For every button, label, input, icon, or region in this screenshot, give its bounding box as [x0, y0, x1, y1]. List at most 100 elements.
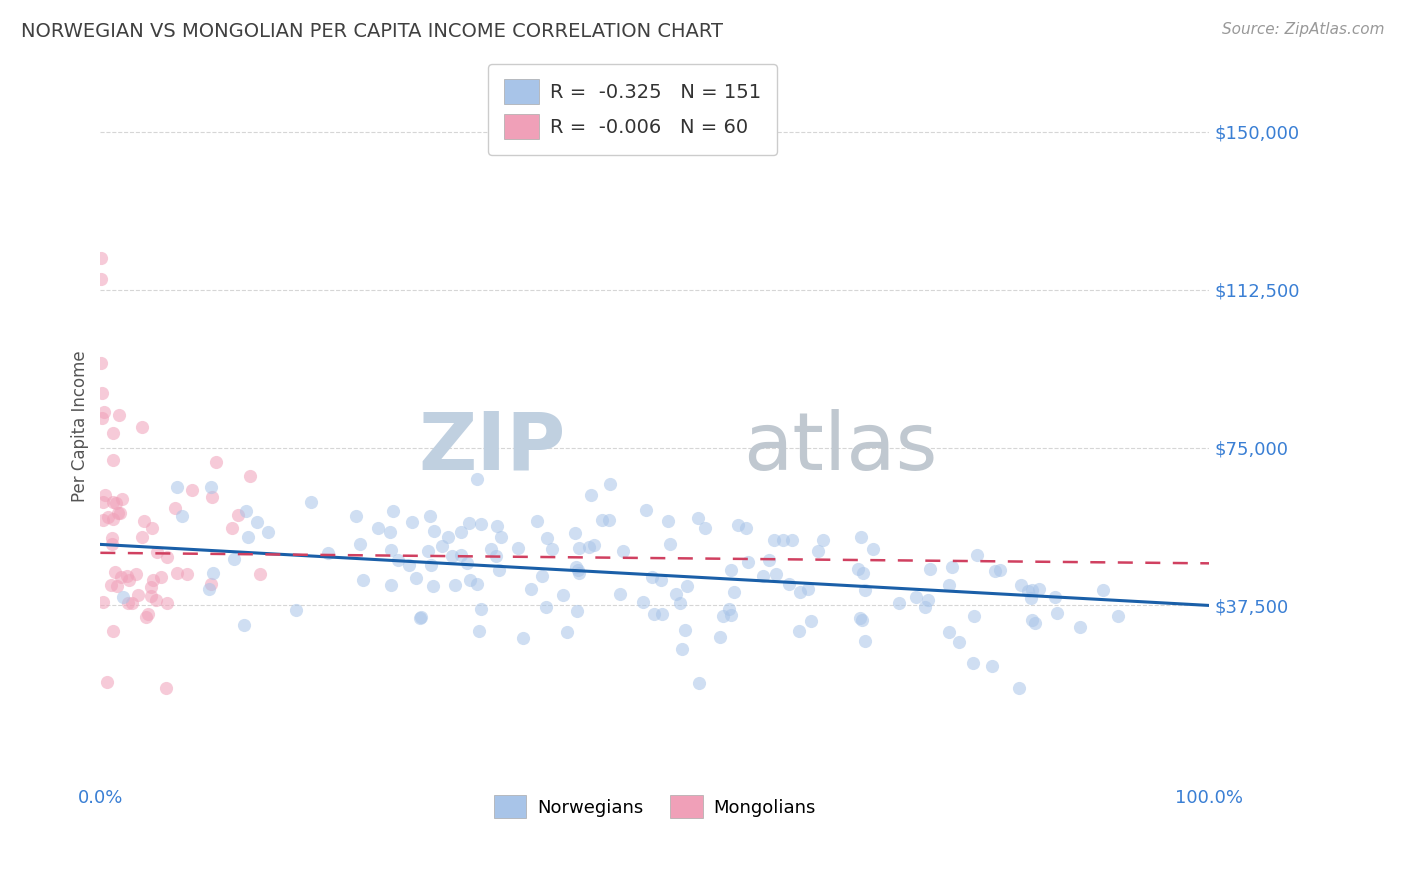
Point [344, 508, 367, 523]
Point [139, 589, 162, 603]
Point [966, 548, 988, 562]
Point [1021, 582, 1043, 597]
Point [93, 495, 115, 509]
Point [591, 512, 613, 526]
Point [598, 512, 620, 526]
Point [984, 565, 1007, 579]
Point [430, 539, 453, 553]
Point [797, 582, 820, 596]
Point [488, 563, 510, 577]
Point [470, 516, 492, 531]
Point [131, 419, 153, 434]
Point [737, 555, 759, 569]
Point [146, 544, 169, 558]
Point [659, 537, 682, 551]
Point [121, 596, 143, 610]
Point [564, 526, 586, 541]
Point [735, 521, 758, 535]
Point [205, 455, 228, 469]
Point [97, 510, 120, 524]
Point [489, 530, 512, 544]
Point [765, 567, 787, 582]
Point [887, 596, 910, 610]
Point [800, 614, 823, 628]
Point [709, 630, 731, 644]
Point [299, 495, 322, 509]
Point [751, 568, 773, 582]
Point [145, 593, 167, 607]
Point [200, 480, 222, 494]
Point [688, 675, 710, 690]
Point [506, 541, 529, 555]
Point [101, 537, 124, 551]
Point [172, 508, 194, 523]
Point [665, 587, 688, 601]
Point [450, 525, 472, 540]
Point [1043, 591, 1066, 605]
Point [90, 411, 112, 425]
Point [420, 558, 443, 573]
Point [853, 633, 876, 648]
Point [141, 521, 163, 535]
Point [127, 588, 149, 602]
Point [846, 562, 869, 576]
Point [717, 601, 740, 615]
Point [609, 587, 631, 601]
Point [236, 530, 259, 544]
Legend: Norwegians, Mongolians: Norwegians, Mongolians [486, 788, 823, 825]
Point [851, 566, 873, 580]
Point [115, 569, 138, 583]
Point [107, 506, 129, 520]
Point [90, 251, 112, 265]
Point [468, 624, 491, 638]
Point [457, 516, 479, 531]
Point [643, 607, 665, 622]
Point [235, 504, 257, 518]
Point [409, 610, 432, 624]
Point [91, 595, 114, 609]
Point [963, 608, 986, 623]
Point [349, 537, 371, 551]
Point [485, 519, 508, 533]
Point [90, 356, 112, 370]
Point [981, 659, 1004, 673]
Text: Source: ZipAtlas.com: Source: ZipAtlas.com [1222, 22, 1385, 37]
Point [131, 530, 153, 544]
Point [200, 490, 222, 504]
Point [555, 625, 578, 640]
Point [202, 566, 225, 580]
Point [1010, 578, 1032, 592]
Point [1028, 582, 1050, 596]
Point [988, 563, 1011, 577]
Point [671, 641, 693, 656]
Point [405, 571, 427, 585]
Point [416, 544, 439, 558]
Point [849, 611, 872, 625]
Point [284, 603, 307, 617]
Point [657, 514, 679, 528]
Point [456, 557, 478, 571]
Point [367, 521, 389, 535]
Point [198, 582, 221, 597]
Point [166, 566, 188, 580]
Point [780, 533, 803, 547]
Point [101, 532, 124, 546]
Text: ZIP: ZIP [419, 409, 567, 487]
Point [583, 538, 606, 552]
Point [107, 579, 129, 593]
Point [249, 567, 271, 582]
Point [651, 607, 673, 621]
Point [228, 508, 250, 523]
Point [650, 573, 672, 587]
Point [96, 674, 118, 689]
Point [108, 408, 131, 422]
Point [851, 613, 873, 627]
Point [1107, 609, 1129, 624]
Point [166, 480, 188, 494]
Point [1021, 613, 1043, 627]
Point [914, 599, 936, 614]
Point [920, 562, 942, 576]
Point [853, 583, 876, 598]
Point [94, 488, 117, 502]
Y-axis label: Per Capita Income: Per Capita Income [72, 351, 89, 502]
